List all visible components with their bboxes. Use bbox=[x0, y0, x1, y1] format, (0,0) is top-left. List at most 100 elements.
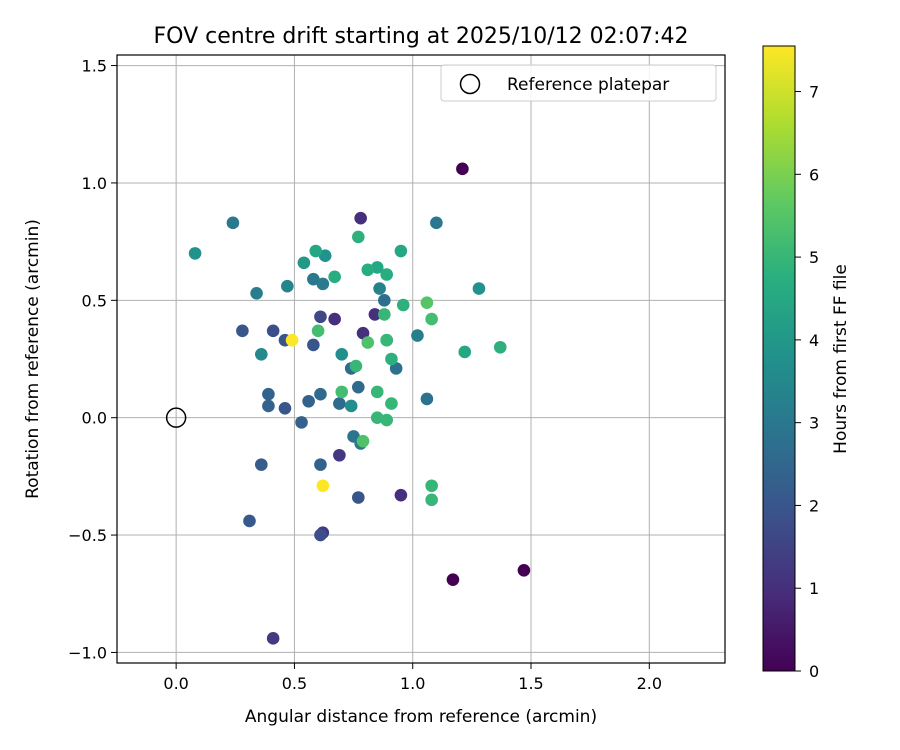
x-tick-label: 2.0 bbox=[637, 674, 662, 693]
data-points bbox=[165, 162, 531, 645]
scatter-point bbox=[394, 244, 408, 258]
scatter-point bbox=[361, 336, 375, 349]
scatter-point bbox=[333, 397, 346, 410]
scatter-point bbox=[378, 294, 391, 307]
scatter-point bbox=[311, 324, 325, 338]
scatter-point bbox=[385, 352, 398, 366]
scatter-point bbox=[425, 479, 438, 493]
scatter-point bbox=[314, 458, 327, 471]
x-tick-label: 1.0 bbox=[400, 674, 425, 693]
scatter-point bbox=[316, 277, 330, 291]
scatter-point bbox=[344, 399, 358, 413]
colorbar: 0 1 2 3 4 5 6 7 Hours from first FF file bbox=[762, 45, 851, 681]
x-tick-labels: 0.0 0.5 1.0 1.5 2.0 bbox=[163, 663, 662, 693]
scatter-point bbox=[352, 491, 365, 504]
scatter-point bbox=[370, 411, 384, 424]
scatter-point bbox=[356, 326, 370, 340]
x-tick-label: 0.5 bbox=[282, 674, 307, 693]
colorbar-tick-label: 7 bbox=[809, 83, 819, 102]
scatter-point bbox=[420, 392, 434, 406]
scatter-point bbox=[361, 263, 375, 277]
scatter-point bbox=[373, 282, 386, 295]
y-tick-label: −1.0 bbox=[68, 643, 107, 662]
scatter-point bbox=[278, 401, 292, 415]
colorbar-tick-label: 2 bbox=[809, 496, 819, 515]
colorbar-tick-label: 5 bbox=[809, 248, 819, 267]
scatter-point bbox=[250, 286, 263, 300]
scatter-point bbox=[295, 416, 308, 429]
scatter-point bbox=[314, 528, 327, 542]
colorbar-tick-label: 6 bbox=[809, 165, 819, 184]
colorbar-ticks: 0 1 2 3 4 5 6 7 bbox=[795, 83, 819, 681]
scatter-point bbox=[458, 345, 472, 359]
scatter-point bbox=[243, 514, 256, 528]
scatter-point bbox=[314, 387, 327, 401]
colorbar-tick-label: 0 bbox=[809, 662, 819, 681]
scatter-point bbox=[255, 348, 268, 361]
legend: Reference platepar bbox=[440, 64, 717, 102]
scatter-point bbox=[446, 573, 460, 586]
y-tick-labels: −1.0 −0.5 0.0 0.5 1.0 1.5 bbox=[68, 57, 117, 662]
scatter-point bbox=[389, 362, 403, 375]
scatter-point bbox=[307, 338, 320, 352]
scatter-point bbox=[349, 359, 363, 373]
scatter-point bbox=[380, 333, 393, 347]
scatter-point bbox=[333, 448, 346, 462]
scatter-point bbox=[396, 298, 410, 312]
scatter-point bbox=[307, 272, 320, 286]
scatter-point bbox=[368, 308, 382, 321]
x-tick-label: 0.0 bbox=[163, 674, 188, 693]
x-axis-label: Angular distance from reference (arcmin) bbox=[245, 707, 597, 727]
scatter-point bbox=[188, 247, 202, 260]
scatter-point bbox=[354, 211, 367, 225]
scatter-point bbox=[318, 249, 332, 263]
x-tick-label: 1.5 bbox=[518, 674, 543, 693]
y-tick-label: 0.5 bbox=[82, 291, 107, 310]
scatter-point bbox=[356, 434, 370, 448]
scatter-point bbox=[370, 261, 384, 274]
scatter-point bbox=[285, 333, 299, 347]
scatter-point bbox=[380, 268, 393, 281]
scatter-point bbox=[425, 493, 438, 507]
scatter-point bbox=[472, 282, 486, 295]
scatter-point bbox=[314, 310, 327, 324]
scatter-point bbox=[262, 399, 275, 413]
scatter-point bbox=[517, 563, 531, 577]
scatter-point bbox=[328, 270, 341, 284]
scatter-point bbox=[370, 385, 384, 399]
scatter-point bbox=[266, 324, 280, 338]
scatter-point bbox=[411, 329, 424, 342]
y-tick-label: 1.5 bbox=[82, 57, 107, 76]
scatter-point bbox=[236, 324, 249, 338]
y-tick-label: 1.0 bbox=[82, 174, 107, 193]
scatter-point bbox=[493, 340, 507, 354]
scatter-point bbox=[226, 216, 240, 230]
scatter-point bbox=[328, 312, 341, 326]
scatter-point bbox=[420, 296, 434, 309]
legend-marker-reference bbox=[459, 73, 481, 95]
scatter-point bbox=[281, 279, 294, 293]
plot-frame bbox=[116, 54, 726, 664]
scatter-point bbox=[266, 632, 280, 645]
scatter-point bbox=[255, 458, 268, 471]
scatter-point bbox=[352, 230, 365, 244]
scatter-point bbox=[297, 256, 311, 270]
scatter-point bbox=[316, 479, 330, 493]
colorbar-tick-label: 3 bbox=[809, 414, 819, 433]
scatter-point bbox=[394, 488, 408, 502]
y-tick-label: 0.0 bbox=[82, 409, 107, 428]
scatter-point bbox=[335, 348, 349, 361]
scatter-point bbox=[378, 308, 391, 321]
colorbar-label: Hours from first FF file bbox=[831, 264, 851, 454]
scatter-point bbox=[335, 385, 349, 399]
scatter-point bbox=[352, 380, 365, 394]
scatter-point bbox=[262, 387, 275, 401]
scatter-point bbox=[430, 216, 443, 230]
y-axis-label: Rotation from reference (arcmin) bbox=[23, 219, 43, 499]
scatter-point bbox=[380, 413, 393, 427]
grid-lines bbox=[117, 55, 725, 663]
scatter-point bbox=[385, 397, 398, 410]
scatter-point bbox=[302, 394, 315, 408]
reference-platepar-marker bbox=[165, 407, 187, 428]
